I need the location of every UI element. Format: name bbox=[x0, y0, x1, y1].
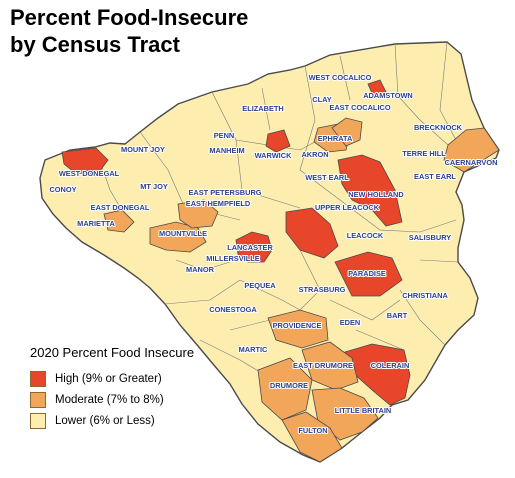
tract-boundary bbox=[229, 319, 271, 331]
label-brecknock: BRECKNOCK bbox=[414, 123, 463, 132]
tract-boundary bbox=[399, 289, 446, 346]
label-west-cocalico: WEST COCALICO bbox=[309, 73, 372, 82]
tract-new-holland bbox=[337, 154, 403, 227]
label-west-earl: WEST EARL bbox=[305, 173, 349, 182]
label-leacock: LEACOCK bbox=[347, 231, 384, 240]
tract-boundary bbox=[199, 339, 261, 373]
legend-swatch-moderate bbox=[30, 391, 46, 408]
tract-lancaster bbox=[235, 231, 273, 263]
label-mt-joy: MT JOY bbox=[140, 182, 168, 191]
label-east-earl: EAST EARL bbox=[414, 172, 456, 181]
label-conoy: CONOY bbox=[49, 185, 76, 194]
tract-caernarvon bbox=[443, 127, 500, 173]
tract-boundary bbox=[175, 259, 231, 271]
label-west-donegal: WEST DONEGAL bbox=[59, 169, 120, 178]
label-manor: MANOR bbox=[186, 265, 215, 274]
label-east-donegal: EAST DONEGAL bbox=[91, 203, 150, 212]
tract-boundary bbox=[139, 131, 185, 207]
label-strasburg: STRASBURG bbox=[299, 285, 346, 294]
tract-boundary bbox=[299, 249, 321, 311]
tract-fulton bbox=[281, 411, 343, 463]
tract-terre-hill-mod bbox=[331, 117, 363, 147]
legend-swatch-high bbox=[30, 370, 46, 387]
label-manheim: MANHEIM bbox=[209, 146, 244, 155]
legend-item-high: High (9% or Greater) bbox=[30, 368, 230, 389]
label-colerain: COLERAIN bbox=[371, 361, 410, 370]
tract-adamstown-red bbox=[367, 79, 387, 99]
tract-mountville bbox=[149, 221, 207, 253]
tract-boundary bbox=[419, 259, 459, 263]
tract-colerain bbox=[344, 343, 411, 406]
label-paradise: PARADISE bbox=[348, 269, 386, 278]
tract-boundary bbox=[329, 299, 401, 321]
label-fulton: FULTON bbox=[298, 426, 327, 435]
map-title-line-2: by Census Tract bbox=[10, 32, 180, 57]
map-title: Percent Food-Insecure by Census Tract bbox=[10, 4, 248, 58]
tract-boundary bbox=[299, 169, 381, 231]
label-mount-joy: MOUNT JOY bbox=[121, 145, 165, 154]
tract-boundary bbox=[164, 279, 241, 305]
tract-boundary bbox=[379, 219, 457, 233]
label-elizabeth: ELIZABETH bbox=[242, 104, 283, 113]
label-drumore: DRUMORE bbox=[270, 381, 308, 390]
label-bart: BART bbox=[387, 311, 408, 320]
label-little-britain: LITTLE BRITAIN bbox=[335, 406, 392, 415]
label-lancaster: LANCASTER bbox=[227, 243, 273, 252]
legend-title: 2020 Percent Food Insecure bbox=[30, 345, 195, 360]
label-pequea: PEQUEA bbox=[244, 281, 276, 290]
legend-item-lower: Lower (6% or Less) bbox=[30, 410, 230, 431]
label-east-cocalico: EAST COCALICO bbox=[329, 103, 390, 112]
tract-boundary bbox=[394, 43, 421, 121]
label-east-hempfield: EAST HEMPFIELD bbox=[186, 199, 251, 208]
map-title-line-1: Percent Food-Insecure bbox=[10, 5, 249, 30]
label-clay: CLAY bbox=[312, 95, 332, 104]
label-ephrata: EPHRATA bbox=[318, 134, 353, 143]
label-millersville: MILLERSVILLE bbox=[206, 254, 259, 263]
label-terre-hill: TERRE HILL bbox=[402, 149, 446, 158]
label-upper-leacock: UPPER LEACOCK bbox=[315, 203, 380, 212]
label-warwick: WARWICK bbox=[255, 151, 292, 160]
label-martic: MARTIC bbox=[239, 345, 268, 354]
tract-paradise bbox=[334, 251, 403, 297]
label-eden: EDEN bbox=[340, 318, 361, 327]
tract-boundary bbox=[339, 55, 351, 101]
label-conestoga: CONESTOGA bbox=[209, 305, 257, 314]
map-shapes bbox=[39, 41, 500, 463]
label-penn: PENN bbox=[214, 131, 235, 140]
tract-drumore bbox=[257, 357, 313, 421]
label-new-holland: NEW HOLLAND bbox=[348, 190, 404, 199]
tract-boundary bbox=[261, 87, 271, 131]
label-east-drumore: EAST DRUMORE bbox=[293, 361, 353, 370]
tract-providence bbox=[267, 309, 329, 349]
label-akron: AKRON bbox=[301, 150, 328, 159]
legend-label-moderate: Moderate (7% to 8%) bbox=[55, 393, 164, 406]
tract-boundary bbox=[299, 65, 316, 171]
label-east-petersburg: EAST PETERSBURG bbox=[188, 188, 261, 197]
tract-mt-joy-red bbox=[61, 147, 109, 177]
legend-label-lower: Lower (6% or Less) bbox=[55, 414, 155, 427]
label-caernarvon: CAERNARVON bbox=[445, 158, 498, 167]
label-adamstown: ADAMSTOWN bbox=[363, 91, 413, 100]
tract-boundary bbox=[439, 41, 457, 141]
tract-upper-leacock-red bbox=[285, 207, 339, 259]
legend-swatch-lower bbox=[30, 412, 46, 429]
label-salisbury: SALISBURY bbox=[409, 233, 452, 242]
label-christiana: CHRISTIANA bbox=[402, 291, 448, 300]
legend-label-high: High (9% or Greater) bbox=[55, 372, 162, 385]
tract-warwick-red bbox=[265, 129, 291, 153]
tract-marietta bbox=[103, 209, 135, 233]
tract-boundary bbox=[355, 329, 405, 351]
label-providence: PROVIDENCE bbox=[273, 321, 322, 330]
label-marietta: MARIETTA bbox=[77, 219, 115, 228]
tract-boundary bbox=[239, 279, 301, 311]
tract-boundary bbox=[241, 189, 301, 209]
tract-east-hempfield-mod bbox=[177, 199, 219, 229]
legend: 2020 Percent Food Insecure High (9% or G… bbox=[30, 345, 230, 431]
legend-item-moderate: Moderate (7% to 8%) bbox=[30, 389, 230, 410]
label-mountville: MOUNTVILLE bbox=[159, 229, 207, 238]
